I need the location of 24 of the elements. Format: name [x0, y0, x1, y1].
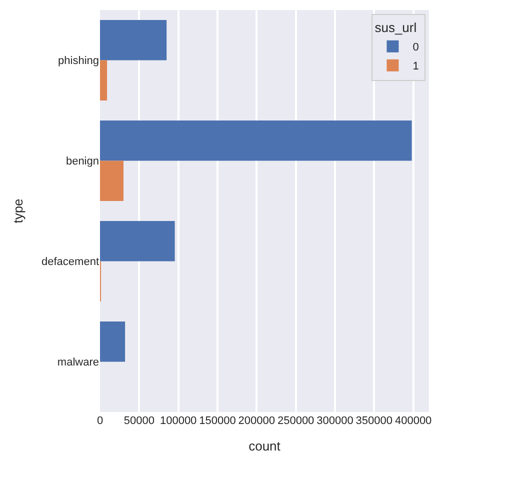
- x-tick-label: 300000: [316, 415, 354, 427]
- x-tick-label: 50000: [124, 415, 154, 427]
- y-tick-label: phishing: [58, 55, 99, 68]
- x-tick-label: 0: [96, 415, 104, 427]
- x-tick-label: 200000: [238, 415, 276, 427]
- legend-title: sus_url: [374, 20, 417, 35]
- x-tick-label: 250000: [277, 415, 314, 427]
- bar: [100, 160, 124, 201]
- y-tick-label: benign: [66, 156, 99, 168]
- bar: [100, 60, 108, 100]
- bar: [100, 322, 126, 362]
- bar: [100, 120, 412, 161]
- x-tick-label: 350000: [356, 415, 393, 427]
- x-tick-label: 100000: [160, 415, 197, 427]
- x-tick-label: 150000: [199, 415, 236, 427]
- bar: [100, 20, 167, 60]
- y-tick-label: defacement: [42, 256, 99, 268]
- legend-label: 0: [412, 42, 419, 54]
- y-tick-label: malware: [57, 356, 99, 369]
- y-axis-title: type: [10, 198, 26, 224]
- legend-label: 1: [412, 60, 419, 73]
- x-tick-label: 400000: [394, 415, 432, 427]
- bar: [100, 221, 175, 262]
- x-axis-title: count: [248, 438, 281, 454]
